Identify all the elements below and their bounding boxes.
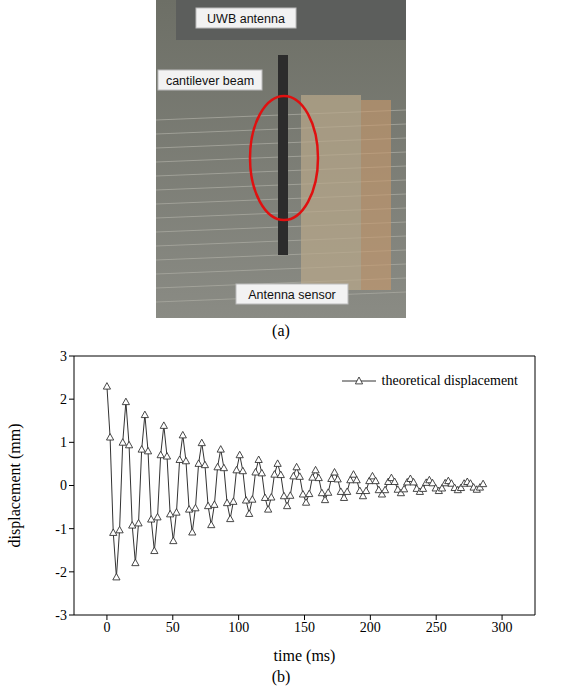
svg-text:-1: -1	[55, 522, 67, 537]
svg-text:0: 0	[103, 620, 110, 635]
svg-text:-3: -3	[55, 608, 67, 623]
html-text:theoretical displacement: theoretical displacement	[381, 373, 518, 388]
svg-text:time (ms): time (ms)	[274, 647, 336, 665]
svg-text:2: 2	[60, 392, 67, 407]
html-text:(b): (b)	[271, 668, 291, 685]
svg-text:displacement (mm): displacement (mm)	[6, 424, 24, 548]
svg-text:cantilever beam: cantilever beam	[166, 74, 254, 88]
svg-text:0: 0	[60, 478, 67, 493]
svg-text:250: 250	[426, 620, 447, 635]
svg-text:100: 100	[228, 620, 249, 635]
svg-text:1: 1	[60, 435, 67, 450]
svg-text:150: 150	[294, 620, 315, 635]
html-text:(a): (a)	[272, 322, 290, 339]
svg-text:Antenna sensor: Antenna sensor	[248, 288, 336, 302]
svg-text:200: 200	[360, 620, 381, 635]
svg-text:300: 300	[492, 620, 513, 635]
svg-text:50: 50	[166, 620, 180, 635]
svg-text:-2: -2	[55, 565, 67, 580]
svg-text:3: 3	[60, 349, 67, 364]
svg-text:UWB antenna: UWB antenna	[207, 12, 285, 26]
